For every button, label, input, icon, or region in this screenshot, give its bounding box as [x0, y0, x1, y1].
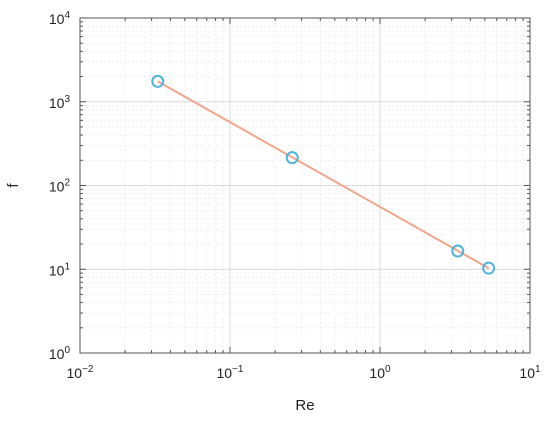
grid: [79, 17, 531, 354]
data-point: [151, 74, 165, 88]
data-point: [285, 151, 299, 165]
y-axis-tick-labels: 100 101 102 103 104: [49, 10, 71, 362]
y-tick-label: 104: [49, 10, 71, 27]
fit-line: [157, 80, 490, 270]
x-tick-label: 100: [369, 364, 391, 381]
y-axis-label: f: [5, 183, 22, 188]
data-points: [151, 74, 496, 275]
y-tick-label: 101: [49, 261, 71, 278]
plot-area-frame: [79, 17, 531, 354]
fit-line-layer: [157, 80, 490, 270]
y-tick-label: 100: [49, 345, 71, 362]
x-tick-label: 10−2: [67, 364, 94, 381]
x-tick-label: 10−1: [217, 364, 244, 381]
x-axis-tick-labels: 10−2 10−1 100 101: [67, 364, 542, 381]
y-tick-label: 103: [49, 94, 71, 111]
data-point: [482, 261, 496, 275]
y-tick-label: 102: [49, 178, 71, 195]
data-point: [451, 244, 465, 258]
x-tick-label: 101: [519, 364, 541, 381]
x-axis-label: Re: [295, 397, 314, 414]
